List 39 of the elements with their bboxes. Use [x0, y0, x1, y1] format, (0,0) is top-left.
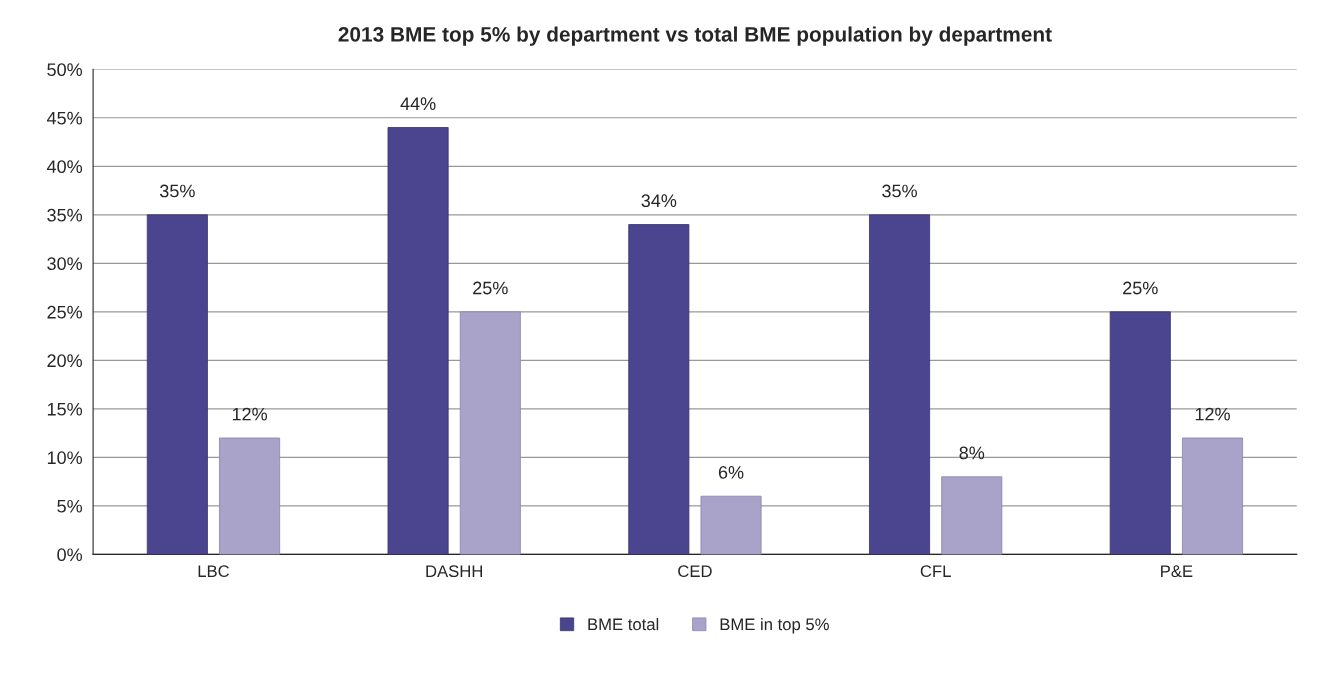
data-label: 25% — [473, 281, 508, 295]
data-label: 44% — [400, 97, 436, 110]
y-tick-label: 25% — [47, 305, 83, 319]
data-label: 12% — [232, 407, 267, 421]
y-tick-label: 5% — [57, 499, 83, 513]
y-tick-label: 45% — [46, 111, 83, 125]
y-tick-label: 35% — [47, 208, 83, 222]
bar — [941, 476, 1003, 555]
data-label: 25% — [1123, 281, 1158, 295]
bar — [1109, 311, 1171, 555]
data-label: 8% — [959, 446, 985, 460]
data-label: 35% — [159, 184, 195, 198]
x-tick-label: P&E — [1161, 565, 1193, 578]
bar — [700, 495, 762, 555]
bar — [628, 224, 690, 555]
x-tick-label: CFL — [920, 565, 951, 578]
bar — [1181, 437, 1244, 555]
data-label: 6% — [718, 465, 744, 479]
x-tick-label: LBC — [198, 565, 230, 578]
y-tick-label: 50% — [47, 63, 83, 77]
y-tick-label: 30% — [47, 257, 83, 271]
bar — [219, 437, 281, 555]
legend-label: BME total — [588, 618, 659, 631]
data-label: 34% — [641, 194, 677, 208]
bar — [869, 214, 931, 555]
x-tick-label: CED — [678, 565, 712, 578]
y-tick-label: 40% — [46, 160, 83, 174]
y-tick-label: 20% — [47, 354, 83, 368]
bar — [387, 127, 449, 555]
bar — [459, 311, 521, 555]
y-tick-label: 15% — [47, 402, 83, 416]
legend-label: BME in top 5% — [720, 618, 829, 634]
x-tick-label: DASHH — [426, 565, 483, 578]
y-tick-label: 0% — [57, 548, 83, 562]
data-label: 35% — [882, 184, 917, 198]
bar — [146, 214, 208, 555]
y-tick-label: 10% — [47, 451, 83, 465]
data-label: 12% — [1195, 407, 1230, 421]
chart-title: 2013 BME top 5% by department vs total BME population by department — [338, 26, 1052, 46]
